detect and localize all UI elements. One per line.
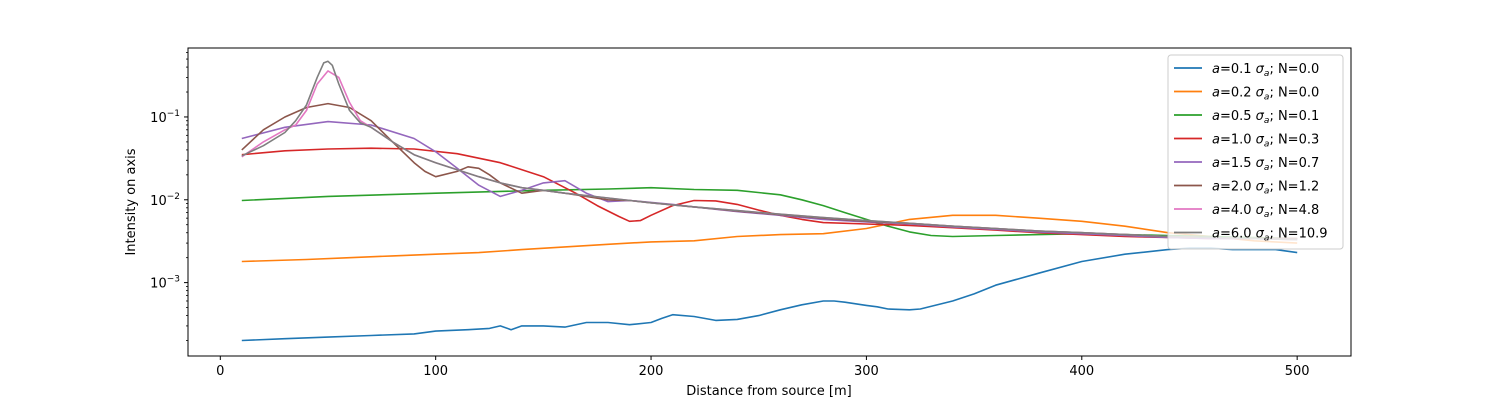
y-axis: 10−3 10−2 10−1 <box>150 52 188 341</box>
x-tick-label: 300 <box>854 364 879 379</box>
x-axis: 0 100 200 300 400 500 <box>216 356 1310 379</box>
x-tick-label: 400 <box>1069 364 1094 379</box>
legend-label-6: a=2.0 σa; N=1.2 <box>1212 180 1319 197</box>
x-tick-label: 500 <box>1285 364 1310 379</box>
series-line-4 <box>241 147 1298 240</box>
legend-label-1: a=0.1 σa; N=0.0 <box>1212 62 1319 79</box>
legend-label-5: a=1.5 σa; N=0.7 <box>1212 156 1319 173</box>
legend-label-2: a=0.2 σa; N=0.0 <box>1212 86 1319 103</box>
legend-box <box>1167 54 1344 250</box>
legend-label-8: a=6.0 σa; N=10.9 <box>1212 227 1328 244</box>
x-tick-label: 0 <box>216 364 224 379</box>
x-tick-label: 100 <box>423 364 448 379</box>
series-line-2 <box>241 214 1298 263</box>
legend: a=0.1 σa; N=0.0 a=0.2 σa; N=0.0 a=0.5 σa; … <box>1167 54 1344 250</box>
y-tick-label: 10−3 <box>150 275 180 292</box>
x-tick-label: 200 <box>639 364 664 379</box>
series-line-1 <box>241 247 1298 342</box>
axes-frame <box>187 47 1352 357</box>
series-layer <box>241 60 1298 342</box>
y-axis-label: Intensity on axis <box>124 148 139 255</box>
legend-label-3: a=0.5 σa; N=0.1 <box>1212 109 1319 126</box>
y-tick-label: 10−2 <box>150 192 180 209</box>
legend-label-4: a=1.0 σa; N=0.3 <box>1212 133 1319 150</box>
y-tick-label: 10−1 <box>150 109 180 126</box>
legend-label-7: a=4.0 σa; N=4.8 <box>1212 203 1319 220</box>
x-axis-label: Distance from source [m] <box>686 384 851 399</box>
series-line-8 <box>241 60 1298 241</box>
